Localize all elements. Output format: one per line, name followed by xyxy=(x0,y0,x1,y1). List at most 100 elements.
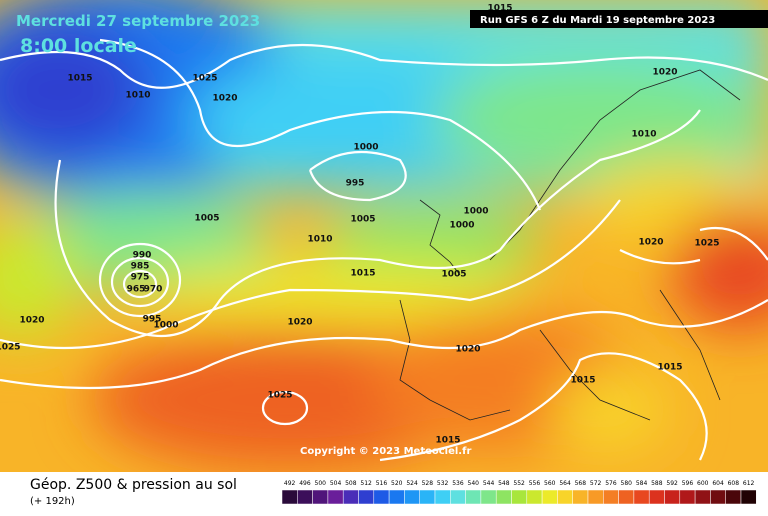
legend-label: 520 xyxy=(391,480,403,487)
isobar-label: 1020 xyxy=(287,318,312,328)
legend-swatch xyxy=(725,489,742,505)
footer-title: Géop. Z500 & pression au sol xyxy=(30,477,237,493)
legend-swatch xyxy=(557,489,573,505)
legend-label: 548 xyxy=(498,480,510,487)
isobar-label: 965 xyxy=(127,285,146,295)
isobar-label: 1015 xyxy=(487,4,512,14)
isobar-label: 1025 xyxy=(267,391,292,401)
run-info: Run GFS 6 Z du Mardi 19 septembre 2023 xyxy=(480,15,715,26)
legend-swatch xyxy=(618,489,635,505)
legend-swatch xyxy=(633,489,650,505)
legend-label: 532 xyxy=(437,480,449,487)
legend-label: 564 xyxy=(559,480,571,487)
legend-label: 580 xyxy=(621,480,633,487)
legend-swatch xyxy=(297,489,313,505)
legend-label: 504 xyxy=(330,480,342,487)
legend-swatch xyxy=(450,489,466,505)
isobar-label: 1025 xyxy=(0,343,21,353)
isobar-label: 1015 xyxy=(67,74,92,84)
legend-label: 512 xyxy=(360,480,372,487)
isobar-label: 1010 xyxy=(307,235,332,245)
isobar-label: 975 xyxy=(131,273,150,283)
map-date: Mercredi 27 septembre 2023 xyxy=(16,12,260,30)
legend-swatch xyxy=(404,489,420,505)
isobar-label: 1015 xyxy=(350,269,375,279)
legend-label: 500 xyxy=(315,480,327,487)
legend-label: 524 xyxy=(406,480,418,487)
legend-swatch xyxy=(358,489,375,505)
legend-label: 544 xyxy=(483,480,495,487)
legend-label: 560 xyxy=(544,480,556,487)
legend-swatch xyxy=(281,489,298,505)
legend-swatch xyxy=(342,489,359,505)
legend-swatch xyxy=(679,489,696,505)
isobar-label: 1000 xyxy=(449,221,474,231)
legend-label: 568 xyxy=(575,480,587,487)
isobar-label: 1000 xyxy=(353,143,378,153)
isobar-label: 1015 xyxy=(570,376,595,386)
legend-label: 540 xyxy=(468,480,480,487)
legend-swatch xyxy=(511,489,528,505)
legend-label: 528 xyxy=(422,480,434,487)
legend-label: 588 xyxy=(651,480,663,487)
legend-swatch xyxy=(572,489,589,505)
legend-label: 612 xyxy=(743,480,755,487)
legend-swatch xyxy=(694,489,711,505)
legend-label: 496 xyxy=(299,480,311,487)
legend-swatch xyxy=(710,489,726,505)
legend-label: 596 xyxy=(682,480,694,487)
footer-lead: (+ 192h) xyxy=(30,496,75,507)
legend-swatch xyxy=(495,489,512,505)
isobar-label: 1005 xyxy=(441,270,466,280)
legend-label: 604 xyxy=(712,480,724,487)
isobar-label: 1010 xyxy=(125,91,150,101)
legend-swatch xyxy=(312,489,329,505)
legend-label: 556 xyxy=(529,480,541,487)
copyright: Copyright © 2023 Meteociel.fr xyxy=(300,446,471,457)
isobar-label: 995 xyxy=(143,315,162,325)
legend-swatch xyxy=(388,489,405,505)
legend-label: 584 xyxy=(636,480,648,487)
isobar-label: 1025 xyxy=(192,74,217,84)
isobar-label: 1020 xyxy=(638,238,663,248)
legend-label: 552 xyxy=(513,480,525,487)
legend-swatch xyxy=(434,489,451,505)
isobar-label: 1000 xyxy=(153,321,178,331)
legend-label: 592 xyxy=(666,480,678,487)
isobar-label: 1025 xyxy=(694,239,719,249)
isobar-label: 1005 xyxy=(350,215,375,225)
isobar-label: 990 xyxy=(133,251,152,261)
legend-swatch xyxy=(740,489,757,505)
run-box xyxy=(470,10,768,28)
legend-label: 600 xyxy=(697,480,709,487)
legend-label: 608 xyxy=(728,480,740,487)
legend-swatch xyxy=(327,489,344,505)
isobars xyxy=(0,38,768,462)
isobar-label: 1005 xyxy=(194,214,219,224)
legend-swatch xyxy=(587,489,604,505)
legend-swatch xyxy=(648,489,665,505)
legend-swatch xyxy=(373,489,390,505)
legend-label: 572 xyxy=(590,480,602,487)
legend-swatch xyxy=(465,489,482,505)
isobar-label: 1020 xyxy=(455,345,480,355)
map-time: 8:00 locale xyxy=(20,35,137,57)
legend-swatch xyxy=(526,489,543,505)
isobar-label: 1010 xyxy=(631,130,656,140)
coastlines xyxy=(399,69,741,421)
isobar-label: 1000 xyxy=(463,207,488,217)
legend: 492 496 500 504 508 512 516 520 524 528 532 536 540 5… xyxy=(281,480,757,505)
legend-swatch xyxy=(419,489,436,505)
legend-swatch xyxy=(603,489,619,505)
legend-swatch xyxy=(541,489,558,505)
isobar-label: 1020 xyxy=(212,94,237,104)
legend-label: 536 xyxy=(452,480,464,487)
legend-swatch xyxy=(480,489,497,505)
isobar-label: 1015 xyxy=(435,436,460,446)
legend-label: 516 xyxy=(376,480,388,487)
legend-label: 508 xyxy=(345,480,357,487)
isobar-label: 970 xyxy=(144,285,163,295)
legend-label: 576 xyxy=(605,480,617,487)
isobar-label: 1020 xyxy=(19,316,44,326)
